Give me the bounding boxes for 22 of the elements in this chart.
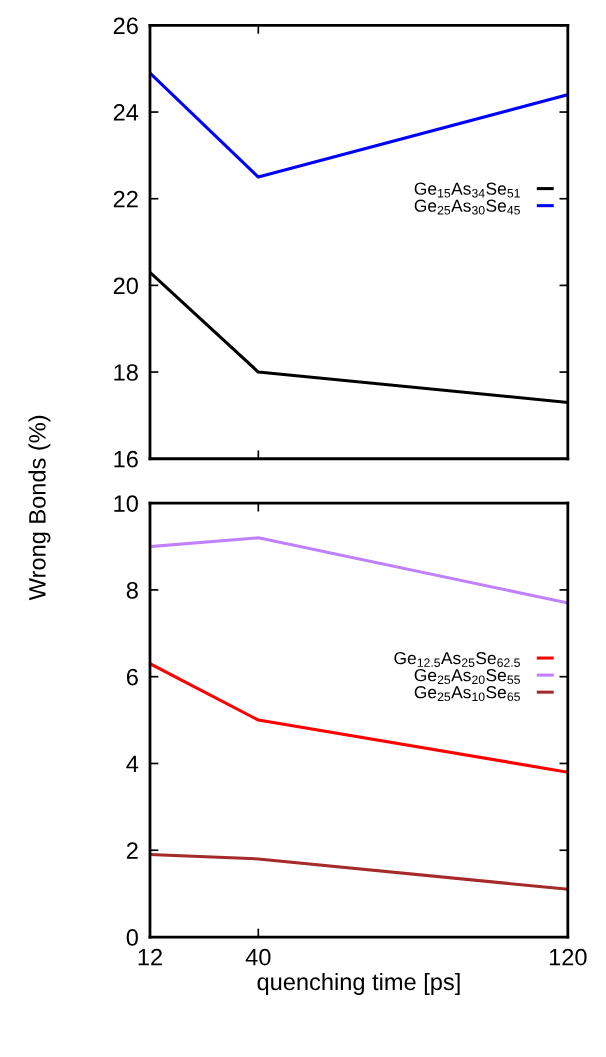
x-tick-label: 40 xyxy=(245,948,271,966)
x-tick-label: 120 xyxy=(549,948,587,966)
y-tick-label: 8 xyxy=(126,581,138,599)
legend-label: Ge$_{15}$As$_{34}$Se$_{51}$ xyxy=(414,182,520,198)
y-tick-label: 16 xyxy=(114,450,138,468)
y-tick-label: 20 xyxy=(113,277,138,295)
y-tick-label: 24 xyxy=(113,104,139,121)
y-tick-label: 4 xyxy=(126,755,139,773)
y-tick-label: 2 xyxy=(126,842,138,859)
x-tick-label: 12 xyxy=(138,948,162,966)
legend-label: Ge$_{25}$As$_{10}$Se$_{65}$ xyxy=(414,686,520,702)
legend-label: Ge$_{12.5}$As$_{25}$Se$_{62.5}$ xyxy=(394,651,520,667)
y-tick-label: 0 xyxy=(126,929,138,946)
y-tick-label: 26 xyxy=(113,17,138,35)
y-tick-label: 6 xyxy=(126,668,138,686)
y-tick-label: 18 xyxy=(114,364,138,381)
y-tick-label: 22 xyxy=(113,190,138,208)
y-tick-label: 10 xyxy=(114,495,138,512)
legend-label: Ge$_{25}$As$_{20}$Se$_{55}$ xyxy=(414,669,520,685)
y-axis-title: Wrong Bonds (%) xyxy=(28,415,51,601)
legend-label: Ge$_{25}$As$_{30}$Se$_{45}$ xyxy=(414,199,520,215)
x-axis-title: quenching time [ps] xyxy=(257,972,460,995)
